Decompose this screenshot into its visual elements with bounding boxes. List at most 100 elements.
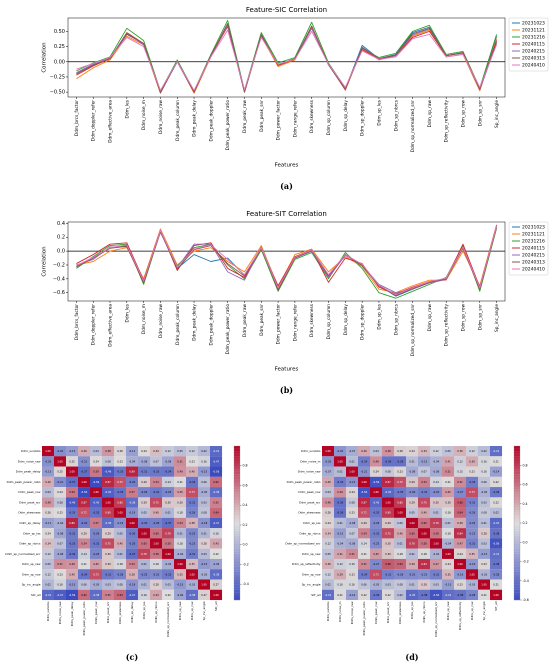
cell-label: 0.64 [457, 511, 463, 515]
heatmap-cell [66, 446, 79, 457]
heatmap-cell [210, 456, 223, 467]
row-label: Ddm_peak_power_ratio [7, 480, 41, 484]
heatmap-cell [382, 569, 395, 580]
cell-label: 0.24 [325, 521, 331, 525]
cell-label: -0.32 [421, 490, 428, 494]
cell-label: -0.23 [153, 572, 160, 576]
heatmap-cell [442, 497, 455, 508]
series-line [76, 226, 498, 297]
heatmap-cell [186, 538, 199, 549]
cell-label: -0.45 [409, 593, 416, 597]
heatmap-cell [418, 569, 431, 580]
heatmap-cell [42, 579, 55, 590]
heatmap-cell [406, 507, 419, 518]
cell-label: 0.35 [177, 572, 183, 576]
colorbar-segment [514, 451, 520, 454]
cell-label: 1.00 [385, 500, 391, 504]
heatmap-cell [198, 497, 211, 508]
heatmap-cell [162, 446, 175, 457]
heatmap-cell [114, 466, 127, 477]
x-tick-label: Ddm_power_factor [276, 304, 282, 345]
colorbar-segment [234, 499, 240, 503]
cell-label: -0.08 [57, 552, 64, 556]
cell-label: -0.03 [469, 583, 476, 587]
cell-label: 0.15 [349, 562, 355, 566]
cell-label: 0.30 [177, 500, 183, 504]
heatmap-cell [114, 579, 127, 590]
colorbar-segment [234, 589, 240, 593]
heatmap-cell [42, 538, 55, 549]
cell-label: 0.14 [165, 480, 171, 484]
heatmap-cell [90, 466, 103, 477]
colorbar-segment [514, 589, 520, 593]
y-tick-label: −0.4 [53, 276, 65, 282]
cell-label: -0.37 [69, 480, 76, 484]
cell-label: 0.47 [457, 542, 463, 546]
heatmap-cell [454, 528, 467, 539]
row-label: Ddm_noise_raw [18, 459, 41, 463]
heatmap-cell [490, 548, 503, 559]
colorbar-segment [234, 594, 240, 598]
cell-label: 0.39 [409, 562, 415, 566]
row-label: Ddm_sp_delay [19, 521, 40, 525]
cell-label: 1.00 [433, 542, 439, 546]
heatmap-cell [322, 548, 335, 559]
cell-label: 0.35 [189, 562, 195, 566]
series-line [76, 225, 498, 295]
colorbar-tick-label: 0.2 [523, 521, 528, 525]
cell-label: 0.68 [385, 562, 391, 566]
cell-label: 0.24 [409, 449, 415, 453]
heatmap-cell [454, 548, 467, 559]
cell-label: 1.00 [117, 511, 123, 515]
cell-label: 0.87 [81, 500, 87, 504]
heatmap-cell [490, 579, 503, 590]
heatmap-cell [406, 548, 419, 559]
heatmap-cell [66, 558, 79, 570]
colorbar-segment [514, 561, 520, 565]
x-tick-label: Ddm_doppler_refer [91, 304, 97, 345]
cell-label: -0.26 [373, 521, 380, 525]
heatmap-cell [478, 487, 491, 498]
cell-label: -0.56 [69, 593, 76, 597]
cell-label: -0.34 [189, 480, 196, 484]
cell-label: 0.89 [69, 521, 75, 525]
cell-label: 1.00 [349, 470, 355, 474]
heatmap-cell [394, 446, 407, 457]
heatmap-cell [186, 476, 199, 488]
colorbar-tick-label: 0.8 [243, 464, 248, 468]
y-axis-label: Correlation [42, 246, 48, 277]
heatmap-cell [382, 528, 395, 539]
cell-label: -0.41 [493, 449, 500, 453]
heatmap-cell [174, 446, 187, 457]
cell-label: 0.25 [69, 459, 75, 463]
heatmap-cell [478, 558, 491, 570]
cell-label: 0.26 [325, 511, 331, 515]
heatmap-cell [138, 507, 151, 518]
cell-label: 0.34 [45, 542, 51, 546]
heatmap-cell [126, 507, 139, 518]
cell-label: -0.38 [213, 572, 220, 576]
cell-label: -0.56 [433, 593, 440, 597]
heatmap-cell [430, 548, 443, 559]
heatmap-cell [478, 579, 491, 590]
cell-label: -0.08 [57, 531, 64, 535]
x-tick-label: Ddm_sp_normalized_snr [410, 304, 416, 356]
heatmap-cell [54, 528, 67, 539]
cell-label: 0.30 [385, 542, 391, 546]
heatmap-cell [174, 538, 187, 549]
colorbar-segment [514, 515, 520, 518]
colorbar-segment [234, 446, 240, 449]
cell-label: 0.04 [93, 449, 99, 453]
heatmap-cell [406, 558, 419, 570]
cell-label: -0.35 [117, 490, 124, 494]
cell-label: -0.15 [201, 470, 208, 474]
heatmap-cell [102, 487, 115, 498]
colorbar-segment [514, 492, 520, 495]
column-label: Ddm_noise_m [338, 601, 342, 621]
heatmap-cell [90, 517, 103, 529]
colorbar-segment [234, 540, 240, 544]
heatmap-cell [418, 558, 431, 570]
colorbar-segment [234, 512, 240, 516]
heatmap-cell [442, 517, 455, 529]
cell-label: 0.23 [481, 562, 487, 566]
